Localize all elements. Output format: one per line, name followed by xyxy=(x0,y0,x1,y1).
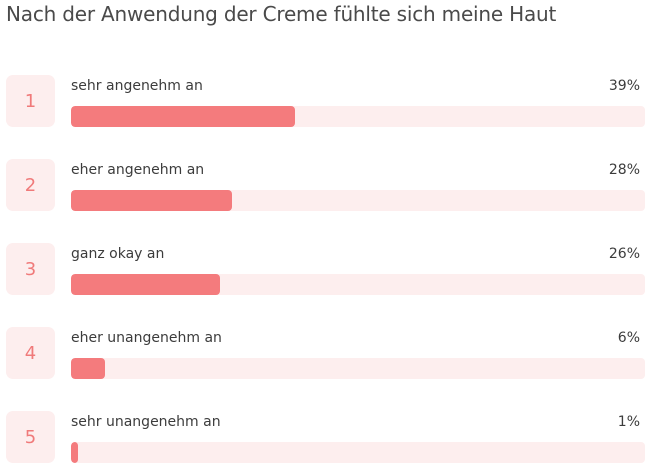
bar-track xyxy=(71,106,645,127)
percentage-label: 1% xyxy=(617,414,640,430)
answer-row: 4 eher unangenehm an 6% xyxy=(6,327,645,379)
bar-track xyxy=(71,274,645,295)
answer-row: 3 ganz okay an 26% xyxy=(6,243,645,295)
bar-track xyxy=(71,442,645,463)
bar-fill xyxy=(71,358,106,379)
answer-label: eher angenehm an xyxy=(71,162,205,178)
answer-label: sehr unangenehm an xyxy=(71,414,221,430)
answer-label: eher unangenehm an xyxy=(71,330,222,346)
answer-row: 5 sehr unangenehm an 1% xyxy=(6,411,645,463)
rank-badge: 2 xyxy=(6,159,55,211)
rank-badge: 3 xyxy=(6,243,55,295)
percentage-label: 28% xyxy=(608,162,640,178)
rank-badge: 5 xyxy=(6,411,55,463)
bar-fill xyxy=(71,190,232,211)
rank-badge: 4 xyxy=(6,327,55,379)
bar-fill xyxy=(71,442,78,463)
bar-track xyxy=(71,358,645,379)
percentage-label: 6% xyxy=(617,330,640,346)
answer-label: ganz okay an xyxy=(71,246,165,262)
bar-track xyxy=(71,190,645,211)
answer-row: 1 sehr angenehm an 39% xyxy=(6,75,645,127)
bar-fill xyxy=(71,106,295,127)
percentage-label: 39% xyxy=(608,78,640,94)
rank-badge: 1 xyxy=(6,75,55,127)
answer-label: sehr angenehm an xyxy=(71,78,203,94)
answer-row: 2 eher angenehm an 28% xyxy=(6,159,645,211)
chart-title: Nach der Anwendung der Creme fühlte sich… xyxy=(6,2,557,26)
percentage-label: 26% xyxy=(608,246,640,262)
bar-fill xyxy=(71,274,221,295)
